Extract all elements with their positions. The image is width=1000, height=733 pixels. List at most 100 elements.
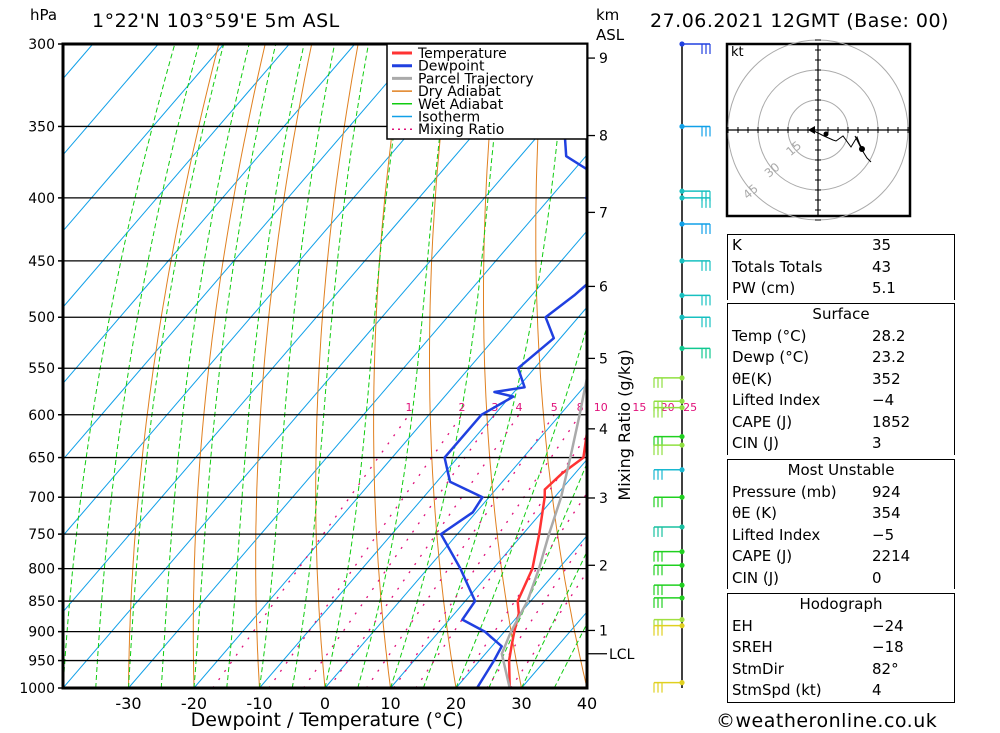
- x-tick-label: 20: [446, 694, 466, 713]
- mixing-ratio-labels: 1 2 3 4 5 8 10 15 20 25: [405, 401, 697, 414]
- table-section-title: Surface: [812, 305, 870, 323]
- profile-series: [439, 73, 587, 688]
- mixing-ratio-line: [212, 414, 410, 688]
- index-label: K: [732, 236, 742, 254]
- index-row: CIN (J) 0: [728, 568, 954, 590]
- height-tick-label: 2: [599, 558, 608, 574]
- mixing-ratio-line: [365, 414, 555, 688]
- index-label: Temp (°C): [732, 326, 807, 345]
- index-label: Totals Totals: [732, 257, 823, 276]
- index-row: Pressure (mb) 924: [728, 482, 954, 504]
- x-tick-label: 30: [511, 694, 531, 713]
- wind-barb-icon: [653, 624, 682, 636]
- dry-adiabat-line: [483, 44, 522, 688]
- pressure-tick-label: 600: [28, 408, 55, 424]
- table-section-title: Hodograph: [799, 595, 883, 613]
- pressure-tick-label: 850: [28, 594, 55, 610]
- index-value: −5: [872, 525, 895, 544]
- index-value: 354: [872, 504, 901, 522]
- plot-frame: [61, 42, 589, 690]
- mixing-ratio-line: [328, 414, 520, 688]
- pressure-tick-label: 900: [28, 625, 55, 641]
- wind-barb-icon: [653, 597, 682, 608]
- temperature-axis: -30 -20 -10 0 10 20 30 40: [115, 694, 597, 713]
- wet-adiabat-line: [357, 44, 452, 688]
- isotherm-line: [259, 306, 587, 688]
- isotherm-line: [0, 44, 27, 688]
- index-label: EH: [732, 616, 753, 635]
- index-value: 35: [872, 236, 892, 254]
- isotherm-line: [63, 77, 587, 688]
- pressure-tick-label: 450: [28, 254, 55, 270]
- mixing-ratio-label: 10: [594, 401, 608, 414]
- legend-entry: Wet Adiabat: [418, 97, 504, 113]
- index-value: 28.2: [872, 326, 906, 345]
- height-tick-label: 8: [599, 129, 608, 145]
- isotherm-line: [128, 154, 587, 688]
- wind-barb-icon: [682, 260, 711, 271]
- isotherm-line: [63, 44, 225, 232]
- height-tick-label: 5: [599, 351, 608, 367]
- index-label: Dewp (°C): [732, 348, 810, 366]
- hodograph-point: [823, 131, 829, 137]
- legend-entry: Dry Adiabat: [418, 84, 501, 100]
- index-value: 5.1: [872, 279, 896, 297]
- pressure-tick-label: 650: [28, 451, 55, 467]
- isotherm-line: [63, 44, 290, 308]
- hodograph-table: Hodograph EH −24 SREH −18 StmDir 82° StmSpd (kt…: [727, 593, 955, 703]
- height-tick-label: 7: [599, 205, 608, 221]
- wind-barb-icon: [653, 406, 682, 418]
- index-value: −24: [872, 616, 904, 635]
- wind-barb-icon: [682, 125, 711, 137]
- index-value: 82°: [872, 659, 899, 678]
- wet-adiabat-line: [226, 44, 305, 688]
- index-value: 43: [872, 257, 892, 276]
- wind-barb-icon: [653, 584, 682, 596]
- index-row: θE (K) 354: [728, 503, 954, 525]
- mixing-ratio-label: 15: [632, 401, 646, 414]
- wind-barb-icon: [682, 223, 711, 234]
- index-value: 23.2: [872, 348, 906, 366]
- index-label: PW (cm): [732, 279, 796, 297]
- datetime-title: 27.06.2021 12GMT (Base: 00): [650, 10, 949, 32]
- dry-adiabat-line: [962, 44, 1000, 688]
- index-value: 924: [872, 482, 901, 501]
- index-label: Lifted Index: [732, 391, 821, 409]
- dry-adiabat-line: [636, 44, 719, 688]
- wind-barb-icon: [682, 347, 711, 359]
- isotherm-line: [63, 44, 421, 461]
- index-label: SREH: [732, 638, 773, 656]
- pressure-tick-label: 950: [28, 654, 55, 670]
- dry-adiabat-line: [255, 44, 313, 688]
- height-tick-label: 1: [599, 623, 608, 639]
- x-tick-label: 10: [380, 694, 400, 713]
- index-row: CAPE (J) 1852: [728, 412, 954, 434]
- mixing-ratio-line: [393, 414, 581, 688]
- index-value: 3: [872, 434, 882, 452]
- index-label: CAPE (J): [732, 547, 793, 565]
- hodograph-point: [859, 146, 865, 152]
- pressure-tick-label: 800: [28, 562, 55, 578]
- wind-barb-icon: [682, 294, 711, 306]
- x-tick-label: 40: [577, 694, 597, 713]
- isotherm-line: [63, 44, 552, 613]
- index-label: CAPE (J): [732, 412, 793, 431]
- copyright-footer: ©weatheronline.co.uk: [716, 710, 938, 732]
- most-unstable-table: Most Unstable Pressure (mb) 924 θE (K) 354 Li…: [727, 459, 955, 589]
- index-value: −4: [872, 391, 895, 409]
- height-tick-label: 3: [599, 491, 608, 507]
- asl-label: ASL: [596, 26, 625, 44]
- wind-barb-icon: [653, 496, 682, 508]
- dry-adiabat-line: [373, 44, 405, 688]
- index-label: CIN (J): [732, 568, 780, 587]
- legend-entry: Mixing Ratio: [418, 122, 504, 138]
- x-tick-label: -10: [246, 694, 272, 713]
- isotherm-line: [63, 44, 356, 385]
- index-value: 0: [872, 568, 882, 587]
- mixing-ratio-label: 4: [515, 401, 522, 414]
- storm-motion-marker: [808, 126, 815, 134]
- mixing-ratio-label: 2: [459, 401, 466, 414]
- index-row: Dewp (°C) 23.2: [728, 347, 954, 369]
- dewpoint-line: [439, 73, 587, 688]
